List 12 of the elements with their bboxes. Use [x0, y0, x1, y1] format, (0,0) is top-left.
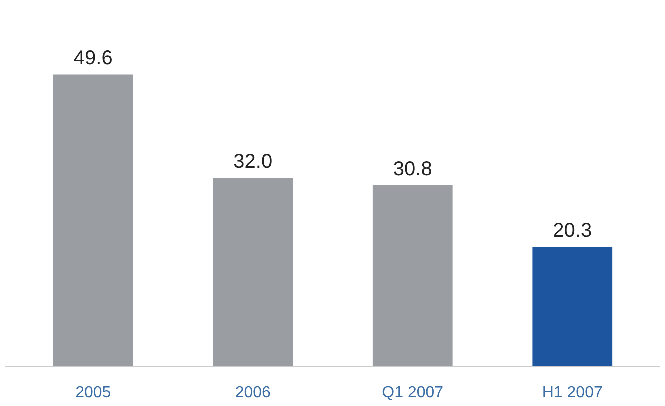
data-label: 20.3 — [553, 220, 592, 242]
bar — [53, 74, 134, 366]
x-tick-label: Q1 2007 — [382, 384, 444, 402]
x-tick-label: H1 2007 — [542, 384, 603, 402]
data-label: 30.8 — [393, 158, 432, 180]
data-label: 32.0 — [234, 151, 273, 174]
bar — [532, 247, 613, 366]
x-tick-label: 2006 — [235, 384, 272, 402]
data-label: 49.6 — [74, 48, 113, 70]
bar — [372, 185, 453, 366]
bar — [213, 178, 294, 366]
x-tick-label: 2005 — [76, 384, 112, 402]
